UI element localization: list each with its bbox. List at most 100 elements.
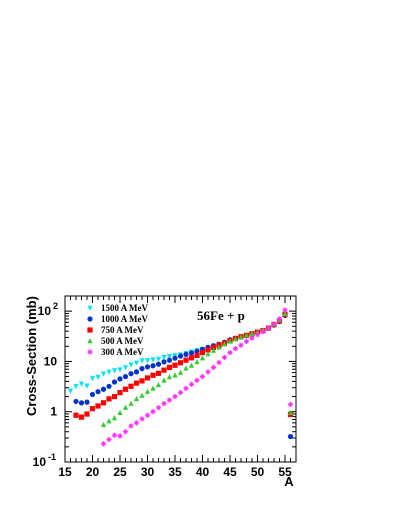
star-stroke [150,409,156,414]
data-point [100,371,107,377]
data-point [161,377,167,383]
y-tick-label: 10 [44,354,58,368]
data-point [128,383,134,389]
star-stroke [260,329,266,334]
y-tick-label: 1 [50,405,57,419]
data-point [221,354,228,361]
legend-marker [87,305,93,311]
star-stroke [200,374,205,379]
data-point [260,329,266,335]
data-point [84,383,90,389]
star-stroke [134,420,139,426]
data-point [95,389,101,395]
data-point [177,360,184,366]
x-tick-label: 45 [223,465,237,479]
star-stroke [101,441,106,446]
legend-label: 1000 A MeV [101,314,148,324]
x-tick-label: 25 [113,465,127,479]
data-point [188,381,195,387]
star-stroke [211,365,216,370]
data-point [166,374,173,380]
data-point [122,404,129,410]
x-tick-label: 50 [251,465,265,479]
x-tick-label: 40 [196,465,210,479]
data-point [100,386,107,392]
star-stroke [266,325,271,331]
data-point [166,364,173,371]
x-tick-label: 15 [58,465,72,479]
data-point [210,344,217,351]
legend-marker [87,349,93,355]
star-stroke [161,401,167,406]
annotation-label: 56Fe + p [197,308,245,323]
data-point [100,400,107,406]
data-point [150,409,156,415]
star-stroke [128,423,134,429]
data-point [95,374,101,381]
data-point [106,396,112,402]
data-point [122,429,129,435]
data-point [84,399,90,405]
series-4 [100,307,294,447]
data-point [73,384,79,390]
x-axis-title: A [284,474,294,489]
star-stroke [183,386,189,391]
data-point [210,347,217,353]
star-stroke [167,397,172,403]
data-point [249,335,255,341]
data-point [287,401,294,407]
legend-label: 500 A MeV [101,336,144,346]
data-point [188,362,195,368]
axis-ticks [64,295,297,463]
data-point [183,351,189,357]
data-point [227,349,233,356]
star-stroke [139,416,145,422]
data-point [150,372,156,378]
star-stroke [189,382,194,387]
data-point [227,338,233,344]
data-point [238,342,244,348]
star-stroke [117,433,123,439]
data-point [78,400,85,406]
data-point [161,400,167,407]
data-point [205,347,211,353]
legend-marker [87,338,93,344]
star-stroke [277,316,282,322]
data-point [194,358,200,365]
data-point [128,400,134,406]
x-tick-label: 20 [86,465,100,479]
data-point [89,391,96,398]
data-point [194,352,200,358]
data-point [166,354,173,360]
data-point [177,369,184,375]
data-point [216,359,222,366]
legend-label: 750 A MeV [101,325,144,335]
star-stroke [123,429,128,434]
data-point [122,373,129,380]
data-point [254,332,261,338]
data-point [117,367,123,373]
data-point [139,392,145,398]
data-point [205,351,211,357]
data-point [243,338,250,345]
data-point [122,386,129,392]
data-point [282,310,288,317]
star-stroke [271,321,277,326]
data-point [194,377,200,383]
data-point [144,412,151,418]
star-stroke [233,346,238,351]
data-point [117,376,123,382]
data-point [106,383,112,389]
star-stroke [106,437,112,442]
data-point [89,406,96,412]
plot-frame [64,295,297,463]
data-point [73,398,79,405]
star-stroke [87,349,93,355]
star-stroke [249,335,255,341]
data-point [78,381,85,387]
y-tick-exponent: 2 [53,301,58,311]
data-point [205,369,211,375]
data-point [150,363,156,369]
